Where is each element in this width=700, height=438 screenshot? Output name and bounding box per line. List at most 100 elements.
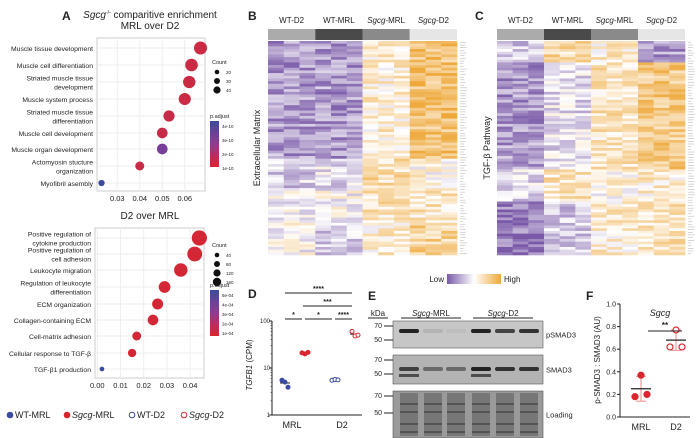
heatmap-cell [425, 102, 442, 106]
heatmap-cell [315, 198, 332, 202]
blot-group-label: Sgcg-D2 [487, 309, 519, 318]
heatmap-cell [394, 156, 411, 159]
heatmap-cell [425, 188, 442, 192]
heatmap-cell [268, 252, 285, 256]
heatmap-cell [378, 59, 395, 63]
heatmap-cell [591, 196, 607, 200]
heatmap-cell [606, 174, 623, 178]
heatmap-cell [575, 54, 592, 58]
loading-band [472, 411, 490, 413]
heatmap-cell [331, 51, 348, 55]
heatmap-cell [559, 46, 576, 50]
heatmap-cell [622, 244, 639, 248]
heatmap-cell [575, 70, 592, 74]
heatmap-cell [362, 156, 379, 159]
heatmap-cell [575, 91, 592, 95]
heatmap-cell [559, 139, 576, 143]
heatmap-cell [544, 115, 560, 119]
heatmap-cell [497, 166, 513, 170]
heatmap-cell [299, 121, 316, 125]
heatmap-cell [653, 220, 670, 224]
heatmap-cell [653, 89, 670, 93]
heatmap-cell [653, 113, 670, 117]
heatmap-cell [394, 134, 411, 138]
heatmap-cell [378, 217, 395, 221]
heatmap-cell [346, 177, 363, 181]
heatmap-cell [606, 113, 623, 117]
heatmap-cell [331, 107, 348, 111]
heatmap-cell [512, 241, 529, 245]
heatmap-cell [497, 158, 513, 162]
heatmap-cell [544, 161, 560, 165]
blot-band [519, 367, 539, 371]
heatmap-cell [544, 169, 560, 173]
heatmap-cell [559, 81, 576, 85]
heatmap-cell [283, 102, 300, 106]
heatmap-cell [622, 150, 639, 154]
heatmap-cell [425, 177, 442, 181]
loading-band [400, 431, 418, 433]
heatmap-cell [331, 43, 348, 47]
heatmap-cell [346, 228, 363, 232]
heatmap-cell [638, 238, 654, 242]
heatmap-cell [283, 97, 300, 101]
heatmap-cell [497, 164, 513, 168]
heatmap-cell [638, 153, 654, 157]
heatmap-cell [299, 228, 316, 232]
heatmap-cell [268, 78, 285, 82]
heatmap-cell [315, 129, 332, 133]
heatmap-cell [528, 86, 545, 90]
heatmap-cell [394, 150, 411, 154]
heatmap-cell [638, 89, 654, 93]
heatmap-cell [299, 49, 316, 52]
heatmap-cell [638, 107, 654, 111]
heatmap-cell [497, 81, 513, 85]
heatmap-cell [299, 233, 316, 237]
legend-marker [63, 411, 71, 419]
heatmap-cell [283, 190, 300, 194]
heatmap-cell [591, 91, 607, 95]
heatmap-cell [512, 70, 529, 74]
heatmap-cell [425, 158, 442, 162]
heatmap-cell [544, 217, 560, 221]
heatmap-cell [299, 41, 316, 44]
heatmap-cell [315, 65, 332, 69]
heatmap-cell [315, 209, 332, 213]
heatmap-cell [283, 105, 300, 109]
term-label: Positive regulation of [28, 248, 91, 255]
heatmap-cell [606, 65, 623, 69]
heatmap-cell [315, 73, 332, 77]
heatmap-cell [653, 97, 670, 101]
heatmap-cell [528, 148, 545, 151]
heatmap-cell [591, 49, 607, 52]
heatmap-cell [409, 89, 426, 93]
heatmap-cell [497, 49, 513, 52]
heatmap-cell [512, 206, 529, 210]
heatmap-cell [409, 201, 426, 205]
heatmap-cell [409, 209, 426, 213]
heatmap-cell [606, 70, 623, 74]
blot-row-label: Loading [546, 411, 573, 420]
heatmap-cell [441, 233, 458, 237]
heatmap-cell [362, 78, 379, 82]
heatmap-cell [315, 180, 332, 184]
heatmap-cell [378, 174, 395, 178]
heatmap-cell [441, 65, 458, 69]
heatmap-cell [299, 182, 316, 186]
heatmap-cell [331, 236, 348, 240]
heatmap-cell [606, 67, 623, 71]
heatmap-cell [638, 131, 654, 135]
heatmap-cell [497, 225, 513, 229]
heatmap-cell [559, 233, 576, 237]
heatmap-cell [441, 126, 458, 130]
heatmap-cell [299, 220, 316, 224]
heatmap-cell [497, 212, 513, 216]
heatmap-cell [362, 172, 379, 176]
heatmap-cell [591, 220, 607, 224]
heatmap-cell [638, 230, 654, 234]
heatmap-cell [315, 161, 332, 165]
heatmap-cell [394, 161, 411, 165]
heatmap-cell [268, 214, 285, 218]
heatmap-cell [268, 156, 285, 159]
heatmap-cell [559, 113, 576, 117]
